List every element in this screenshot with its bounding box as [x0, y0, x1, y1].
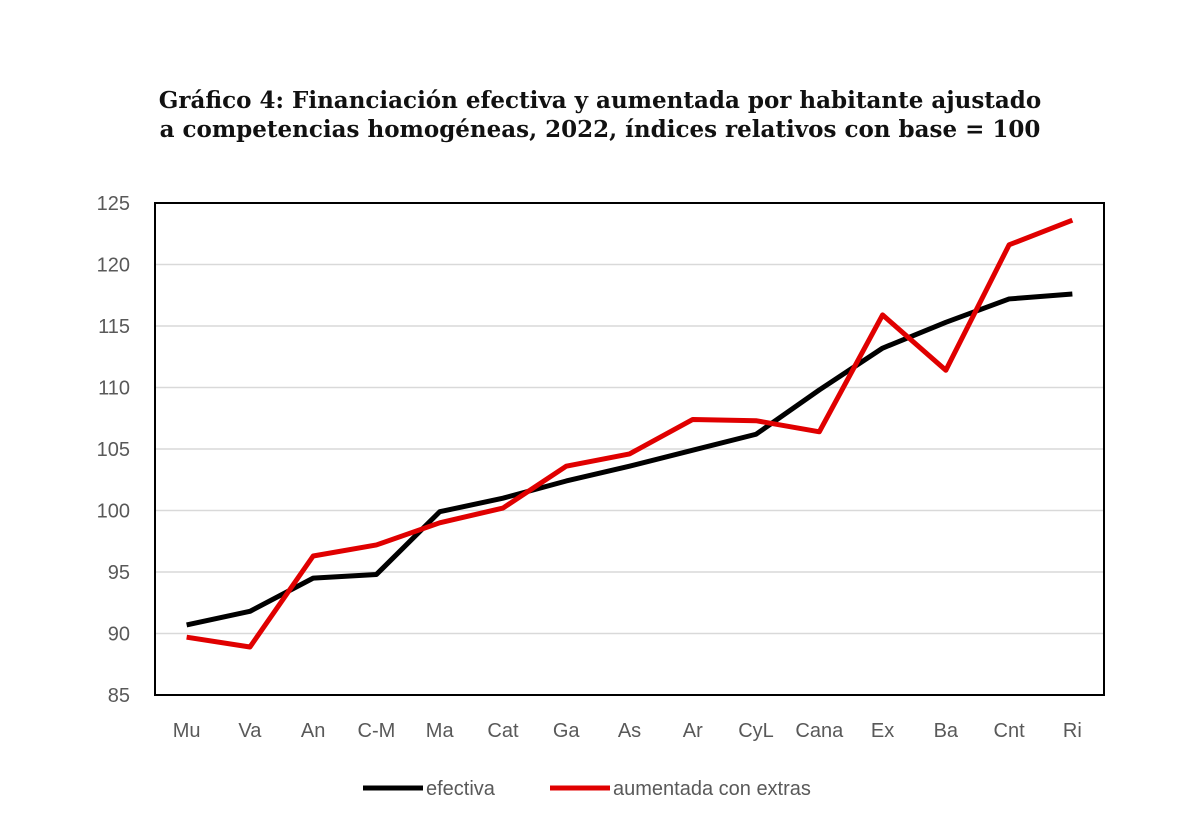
x-tick-label: Ar	[683, 720, 703, 742]
y-tick-label: 105	[97, 439, 130, 461]
y-tick-label: 115	[98, 316, 130, 338]
x-tick-label: C-M	[358, 720, 396, 742]
legend: efectiva aumentada con extras	[363, 778, 811, 800]
x-tick-label: Mu	[173, 720, 201, 742]
x-axis-ticks: Mu Va An C-M Ma Cat Ga As Ar CyL Cana Ex Ba Cnt Ri	[173, 720, 1082, 742]
y-tick-label: 85	[108, 685, 130, 707]
x-tick-label: Ri	[1063, 720, 1082, 742]
plot-frame	[154, 202, 1105, 696]
x-tick-label: Ga	[553, 720, 581, 742]
y-axis-ticks: 85 90 95 100 105 110 115 120 125	[97, 193, 130, 707]
series-line-aumentada	[186, 217, 1074, 650]
series-line-efectiva	[186, 291, 1073, 628]
x-tick-label: CyL	[738, 720, 774, 742]
x-tick-label: Va	[238, 720, 262, 742]
legend-label: aumentada con extras	[613, 778, 811, 800]
y-tick-label: 120	[97, 255, 130, 277]
x-tick-label: Cana	[795, 720, 844, 742]
y-tick-label: 90	[108, 624, 130, 646]
x-tick-label: As	[618, 720, 641, 742]
x-tick-label: An	[301, 720, 325, 742]
series-lines	[186, 217, 1074, 650]
chart-title: Gráfico 4: Financiación efectiva y aumen…	[0, 86, 1200, 144]
x-tick-label: Ma	[426, 720, 455, 742]
y-tick-label: 110	[98, 378, 130, 400]
legend-label: efectiva	[426, 778, 496, 800]
x-tick-label: Cnt	[994, 720, 1026, 742]
chart-title-line-2: a competencias homogéneas, 2022, índices…	[159, 116, 1041, 143]
x-tick-label: Ba	[934, 720, 959, 742]
x-tick-label: Cat	[487, 720, 519, 742]
y-tick-label: 95	[108, 562, 130, 584]
x-tick-label: Ex	[871, 720, 894, 742]
y-tick-label: 125	[97, 193, 130, 215]
chart-title-line-1: Gráfico 4: Financiación efectiva y aumen…	[158, 87, 1042, 114]
y-tick-label: 100	[97, 501, 130, 523]
gridlines	[155, 263, 1104, 635]
